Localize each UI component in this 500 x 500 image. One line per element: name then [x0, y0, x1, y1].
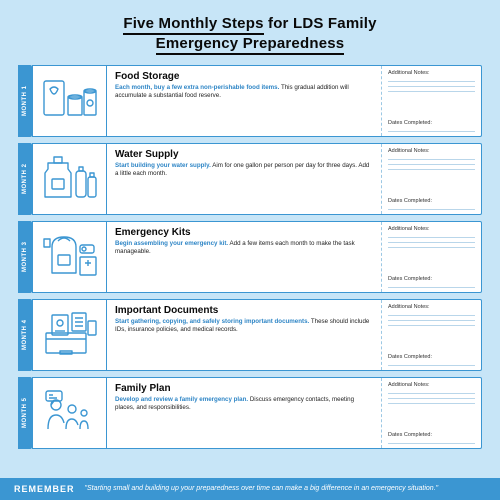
- family-plan-icon: [33, 378, 107, 448]
- page: Five Monthly Steps for LDS Family Emerge…: [0, 0, 500, 500]
- emergency-kit-icon: [33, 222, 107, 292]
- title-underline-2: Emergency Preparedness: [156, 35, 345, 55]
- step-card: Important Documents Start gathering, cop…: [32, 299, 482, 371]
- step-title: Water Supply: [115, 149, 373, 160]
- water-supply-icon: [33, 144, 107, 214]
- step-body: Start building your water supply. Aim fo…: [115, 162, 373, 179]
- notes-cell: Additional Notes: Dates Completed:: [381, 222, 481, 292]
- step-body: Begin assembling your emergency kit. Add…: [115, 240, 373, 257]
- step-text: Emergency Kits Begin assembling your eme…: [107, 222, 381, 292]
- month-tab: MONTH 3: [18, 221, 32, 293]
- step-text: Family Plan Develop and review a family …: [107, 378, 381, 448]
- title-underline-1: Five Monthly Steps: [123, 15, 263, 35]
- step-row: MONTH 2 Water Supply Start buildi: [18, 143, 482, 215]
- footer-badge: REMEMBER: [14, 484, 75, 494]
- step-body: Start gathering, copying, and safely sto…: [115, 318, 373, 335]
- step-card: Family Plan Develop and review a family …: [32, 377, 482, 449]
- month-tab: MONTH 2: [18, 143, 32, 215]
- step-card: Food Storage Each month, buy a few extra…: [32, 65, 482, 137]
- step-card: Water Supply Start building your water s…: [32, 143, 482, 215]
- step-card: Emergency Kits Begin assembling your eme…: [32, 221, 482, 293]
- steps-list: MONTH 1 Food Storage Each month,: [18, 65, 482, 449]
- notes-cell: Additional Notes: Dates Completed:: [381, 66, 481, 136]
- month-tab: MONTH 5: [18, 377, 32, 449]
- notes-cell: Additional Notes: Dates Completed:: [381, 300, 481, 370]
- step-title: Important Documents: [115, 305, 373, 316]
- step-body: Develop and review a family emergency pl…: [115, 396, 373, 413]
- step-text: Food Storage Each month, buy a few extra…: [107, 66, 381, 136]
- step-row: MONTH 5 Family Pl: [18, 377, 482, 449]
- month-tab: MONTH 1: [18, 65, 32, 137]
- step-title: Emergency Kits: [115, 227, 373, 238]
- food-storage-icon: [33, 66, 107, 136]
- step-title: Family Plan: [115, 383, 373, 394]
- step-row: MONTH 4 Important: [18, 299, 482, 371]
- step-row: MONTH 3 Emergency Kits: [18, 221, 482, 293]
- notes-cell: Additional Notes: Dates Completed:: [381, 144, 481, 214]
- notes-cell: Additional Notes: Dates Completed:: [381, 378, 481, 448]
- footer-quote: "Starting small and building up your pre…: [85, 484, 486, 493]
- documents-icon: [33, 300, 107, 370]
- page-title: Five Monthly Steps for LDS Family Emerge…: [18, 14, 482, 55]
- step-body: Each month, buy a few extra non-perishab…: [115, 84, 373, 101]
- title-part-b: for LDS Family: [268, 15, 377, 32]
- step-text: Important Documents Start gathering, cop…: [107, 300, 381, 370]
- footer-bar: REMEMBER "Starting small and building up…: [0, 478, 500, 500]
- step-row: MONTH 1 Food Storage Each month,: [18, 65, 482, 137]
- month-tab: MONTH 4: [18, 299, 32, 371]
- step-text: Water Supply Start building your water s…: [107, 144, 381, 214]
- step-title: Food Storage: [115, 71, 373, 82]
